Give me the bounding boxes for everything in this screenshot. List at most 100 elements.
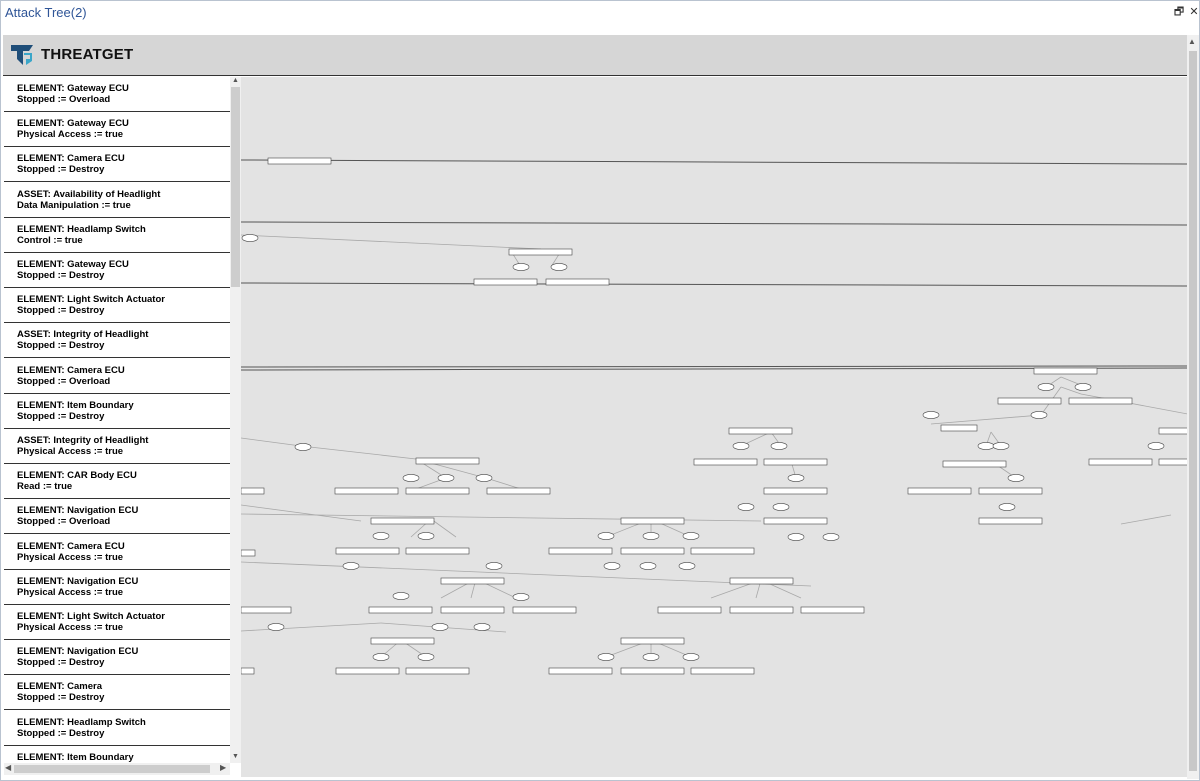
list-item[interactable]: ELEMENT: Light Switch Actuator Stopped :=…	[4, 288, 230, 324]
tree-node[interactable]	[1033, 367, 1098, 375]
tree-node[interactable]	[763, 487, 828, 495]
list-item[interactable]: ASSET: Integrity of Headlight Physical Ac…	[4, 429, 230, 464]
tree-node[interactable]	[978, 517, 1043, 525]
threat-node[interactable]	[417, 653, 435, 661]
tree-node[interactable]	[690, 667, 755, 675]
threat-node[interactable]	[512, 593, 530, 601]
tree-node[interactable]	[405, 547, 470, 555]
threat-node[interactable]	[473, 623, 491, 631]
tree-node[interactable]	[405, 667, 470, 675]
tree-node[interactable]	[800, 606, 865, 614]
tree-node[interactable]	[690, 547, 755, 555]
threat-node[interactable]	[1007, 474, 1025, 482]
tree-node[interactable]	[1158, 458, 1187, 466]
list-item[interactable]: ELEMENT: Camera ECU Stopped := Overload	[4, 358, 230, 394]
attack-tree-canvas[interactable]	[241, 77, 1187, 777]
threat-node[interactable]	[770, 442, 788, 450]
tree-node[interactable]	[1088, 458, 1153, 466]
threat-node[interactable]	[372, 532, 390, 540]
threat-node[interactable]	[1074, 383, 1092, 391]
tree-node[interactable]	[620, 667, 685, 675]
scroll-up-icon[interactable]: ▲	[232, 77, 239, 84]
threat-node[interactable]	[998, 503, 1016, 511]
list-item[interactable]: ELEMENT: Camera Stopped := Destroy	[4, 675, 230, 711]
tree-node[interactable]	[440, 577, 505, 585]
tree-node[interactable]	[486, 487, 551, 495]
tree-node[interactable]	[548, 667, 613, 675]
threat-node[interactable]	[682, 653, 700, 661]
tree-node[interactable]	[620, 637, 685, 645]
threat-node[interactable]	[603, 562, 621, 570]
scroll-down-icon[interactable]: ▼	[232, 753, 239, 760]
tree-node[interactable]	[508, 248, 573, 256]
tree-node[interactable]	[335, 667, 400, 675]
tree-node[interactable]	[335, 547, 400, 555]
tree-node[interactable]	[370, 517, 435, 525]
tree-node[interactable]	[620, 547, 685, 555]
tree-node[interactable]	[241, 667, 255, 675]
tree-node[interactable]	[1068, 397, 1133, 405]
threat-node[interactable]	[787, 533, 805, 541]
tree-node[interactable]	[940, 424, 978, 432]
tree-node[interactable]	[907, 487, 972, 495]
threat-node[interactable]	[267, 623, 285, 631]
threat-node[interactable]	[642, 653, 660, 661]
threat-node[interactable]	[550, 263, 568, 271]
list-item[interactable]: ELEMENT: Navigation ECU Physical Access :…	[4, 569, 230, 605]
list-item[interactable]: ELEMENT: Gateway ECU Physical Access := t…	[4, 112, 230, 148]
tree-node[interactable]	[997, 397, 1062, 405]
threat-node[interactable]	[402, 474, 420, 482]
list-vertical-scrollbar[interactable]: ▲ ▼	[230, 77, 241, 763]
threat-node[interactable]	[1030, 411, 1048, 419]
threat-node[interactable]	[772, 503, 790, 511]
tree-node[interactable]	[334, 487, 399, 495]
list-item[interactable]: ASSET: Availability of Headlight Data Man…	[4, 182, 230, 218]
list-item[interactable]: ASSET: Integrity of Headlight Stopped := …	[4, 323, 230, 359]
tree-node[interactable]	[241, 606, 292, 614]
threat-node[interactable]	[1147, 442, 1165, 450]
threat-node[interactable]	[342, 562, 360, 570]
list-item[interactable]: ELEMENT: Item Boundary	[4, 745, 230, 763]
threat-node[interactable]	[417, 532, 435, 540]
list-item[interactable]: ELEMENT: Light Switch Actuator Physical A…	[4, 605, 230, 640]
threat-node[interactable]	[977, 442, 995, 450]
threat-node[interactable]	[512, 263, 530, 271]
scroll-right-icon[interactable]: ▶	[220, 763, 227, 772]
scroll-thumb[interactable]	[14, 765, 210, 773]
tree-node[interactable]	[405, 487, 470, 495]
threat-node[interactable]	[475, 474, 493, 482]
threat-node[interactable]	[597, 532, 615, 540]
tree-node[interactable]	[267, 157, 332, 165]
threat-node[interactable]	[392, 592, 410, 600]
tree-node[interactable]	[241, 487, 265, 495]
attack-tree-diagram[interactable]	[241, 77, 1187, 777]
threat-node[interactable]	[639, 562, 657, 570]
list-item[interactable]: ELEMENT: Camera ECU Stopped := Destroy	[4, 147, 230, 183]
tree-node[interactable]	[728, 427, 793, 435]
threat-node[interactable]	[485, 562, 503, 570]
threat-node[interactable]	[642, 532, 660, 540]
main-vertical-scrollbar[interactable]: ▲	[1187, 35, 1199, 779]
threat-node[interactable]	[437, 474, 455, 482]
tree-node[interactable]	[415, 457, 480, 465]
threat-node[interactable]	[682, 532, 700, 540]
scroll-up-icon[interactable]: ▲	[1188, 37, 1196, 46]
threat-node[interactable]	[241, 234, 259, 242]
list-item[interactable]: ELEMENT: Gateway ECU Stopped := Destroy	[4, 253, 230, 288]
threat-node[interactable]	[678, 562, 696, 570]
tree-node[interactable]	[942, 460, 1007, 468]
list-horizontal-scrollbar[interactable]: ◀ ▶	[4, 763, 230, 775]
list-item[interactable]: ELEMENT: CAR Body ECU Read := true	[4, 464, 230, 500]
tree-node[interactable]	[657, 606, 722, 614]
tree-node[interactable]	[729, 606, 794, 614]
restore-icon[interactable]: 🗗	[1173, 6, 1185, 18]
threat-node[interactable]	[431, 623, 449, 631]
scroll-thumb[interactable]	[1189, 51, 1197, 771]
list-item[interactable]: ELEMENT: Item Boundary Stopped := Destroy	[4, 393, 230, 429]
tree-node[interactable]	[241, 549, 256, 557]
list-item[interactable]: ELEMENT: Gateway ECU Stopped := Overload	[4, 77, 230, 112]
list-item[interactable]: ELEMENT: Headlamp Switch Stopped := Destr…	[4, 710, 230, 746]
scroll-thumb[interactable]	[231, 87, 240, 287]
tree-node[interactable]	[370, 637, 435, 645]
list-item[interactable]: ELEMENT: Headlamp Switch Control := true	[4, 217, 230, 253]
